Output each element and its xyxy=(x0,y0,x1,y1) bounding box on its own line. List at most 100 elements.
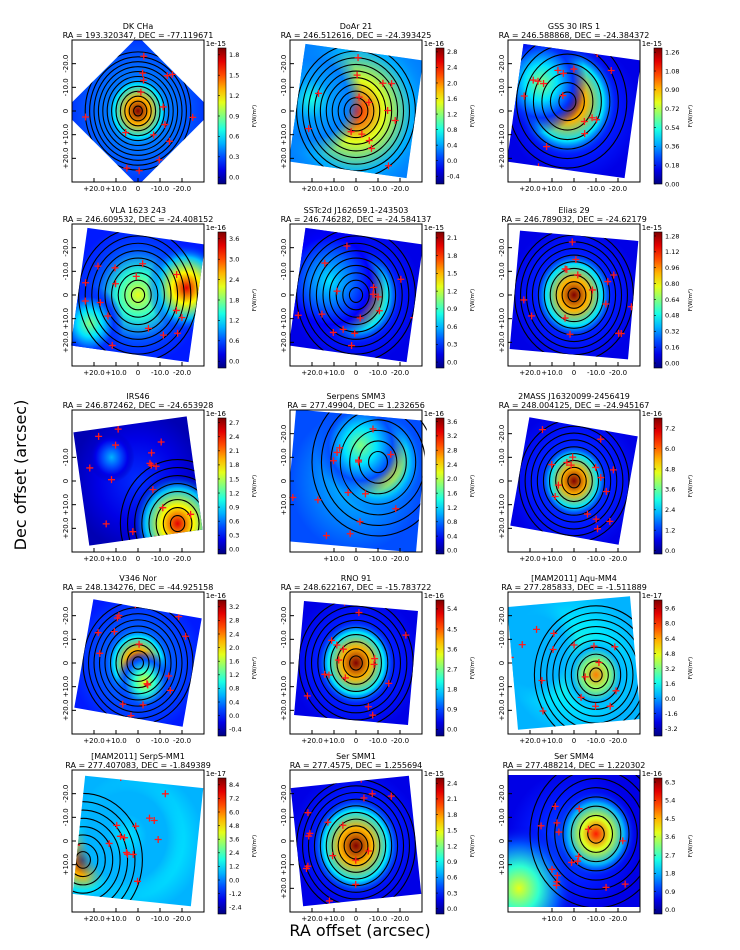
colorbar-tick-label: 1.12 xyxy=(665,248,679,256)
colorbar-tick-label: 0.90 xyxy=(665,86,679,94)
y-tick-label: +20.0 xyxy=(62,700,70,721)
sample-marker xyxy=(574,857,582,865)
sample-marker xyxy=(602,300,610,308)
contour-line xyxy=(72,842,99,878)
sample-marker xyxy=(549,645,557,653)
colorbar-tick-label: 0.48 xyxy=(665,312,679,320)
sample-marker xyxy=(597,474,605,482)
sample-marker xyxy=(146,459,154,467)
colorbar xyxy=(653,417,663,555)
contour-line xyxy=(587,824,605,844)
sample-marker xyxy=(341,674,349,682)
sample-marker xyxy=(159,331,167,339)
sample-marker xyxy=(168,70,176,78)
colorbar xyxy=(653,47,663,185)
sample-marker xyxy=(346,530,354,538)
colorbar-exponent: 1e-16 xyxy=(206,224,227,232)
colorbar-label: F(W/m²) xyxy=(251,105,258,127)
panel-2: GSS 30 IRS 1RA = 246.588868, DEC = -24.3… xyxy=(498,22,694,193)
y-tick-label: +10.0 xyxy=(62,124,70,145)
sample-marker xyxy=(572,255,580,263)
sample-marker xyxy=(606,702,614,710)
sample-marker xyxy=(610,271,618,279)
colorbar-tick-label: 1.2 xyxy=(447,842,457,850)
sample-marker xyxy=(304,862,312,870)
contour-line xyxy=(368,450,388,474)
sample-marker xyxy=(369,711,377,719)
sample-marker xyxy=(384,107,392,115)
contour-line xyxy=(583,660,609,690)
sample-marker xyxy=(81,297,89,305)
contour-line xyxy=(337,825,375,867)
contour-line xyxy=(536,439,612,523)
sample-marker xyxy=(375,307,383,315)
sample-marker xyxy=(139,69,147,77)
x-tick-label: -20.0 xyxy=(173,369,191,377)
x-tick-label: -20.0 xyxy=(609,915,627,923)
sample-marker xyxy=(324,818,332,826)
colorbar-tick-label: 0.3 xyxy=(229,153,239,161)
x-tick-label: -10.0 xyxy=(587,185,605,193)
colorbar-tick-label: 0.72 xyxy=(665,105,679,113)
sample-marker xyxy=(159,504,167,512)
panel-title: [MAM2011] SerpS-MM1 xyxy=(91,752,185,761)
sample-marker xyxy=(182,632,190,640)
x-tick-label: -20.0 xyxy=(391,185,409,193)
colorbar-tick-label: 0.8 xyxy=(447,126,457,134)
colorbar-exponent: 1e-15 xyxy=(642,224,662,232)
x-tick-label: 0 xyxy=(354,555,358,563)
x-tick-label: +20.0 xyxy=(519,737,540,745)
sample-marker xyxy=(140,52,148,60)
y-tick-label: -10.0 xyxy=(62,630,70,648)
sample-marker xyxy=(102,520,110,528)
sample-marker xyxy=(592,463,600,471)
sample-marker xyxy=(364,847,372,855)
y-tick-label: 0 xyxy=(62,109,70,113)
colorbar-tick-label: 1.5 xyxy=(229,475,239,483)
heat-blob xyxy=(288,43,364,156)
colorbar-tick-label: 4.8 xyxy=(229,822,239,830)
colorbar-tick-label: 0.0 xyxy=(447,157,457,165)
colorbar-tick-label: 3.2 xyxy=(665,665,675,673)
x-tick-label: +20.0 xyxy=(83,369,104,377)
colorbar-exponent: 1e-15 xyxy=(424,770,444,778)
contour-line xyxy=(309,242,403,348)
y-tick-label: +10.0 xyxy=(498,854,506,875)
contour-line xyxy=(109,631,167,695)
contour-line xyxy=(134,475,203,546)
sample-marker xyxy=(144,681,152,689)
x-tick-label: +10.0 xyxy=(105,915,126,923)
y-tick-label: -10.0 xyxy=(498,630,506,648)
y-tick-label: -20.0 xyxy=(498,425,506,443)
colorbar-exponent: 1e-16 xyxy=(424,592,445,600)
x-tick-label: -20.0 xyxy=(391,737,409,745)
sample-marker xyxy=(86,464,94,472)
contour-line xyxy=(87,607,189,719)
x-tick-label: 0 xyxy=(354,737,358,745)
sample-marker xyxy=(129,528,137,536)
x-tick-label: +10.0 xyxy=(323,915,344,923)
x-tick-label: 0 xyxy=(572,737,576,745)
heatmap-field xyxy=(72,775,204,907)
x-tick-label: -10.0 xyxy=(369,185,387,193)
colorbar-tick-label: 1.8 xyxy=(229,461,239,469)
colorbar-tick-label: 2.0 xyxy=(229,644,239,652)
sample-marker xyxy=(566,330,574,338)
contour-line xyxy=(72,834,106,886)
x-tick-label: 0 xyxy=(136,737,140,745)
sample-marker xyxy=(384,162,392,170)
sample-marker xyxy=(172,306,180,314)
colorbar-tick-label: 2.8 xyxy=(447,48,457,56)
colorbar-exponent: 1e-17 xyxy=(206,770,226,778)
y-tick-label: 0 xyxy=(498,479,506,483)
colorbar xyxy=(435,599,445,737)
sample-marker xyxy=(150,817,158,825)
contour-line xyxy=(307,791,405,900)
contour-line xyxy=(589,667,603,683)
contour-line xyxy=(98,619,178,707)
panel-title: DK CHa xyxy=(123,22,154,31)
y-tick-label: +20.0 xyxy=(498,700,506,721)
sample-marker xyxy=(294,311,302,319)
x-tick-label: +10.0 xyxy=(323,369,344,377)
